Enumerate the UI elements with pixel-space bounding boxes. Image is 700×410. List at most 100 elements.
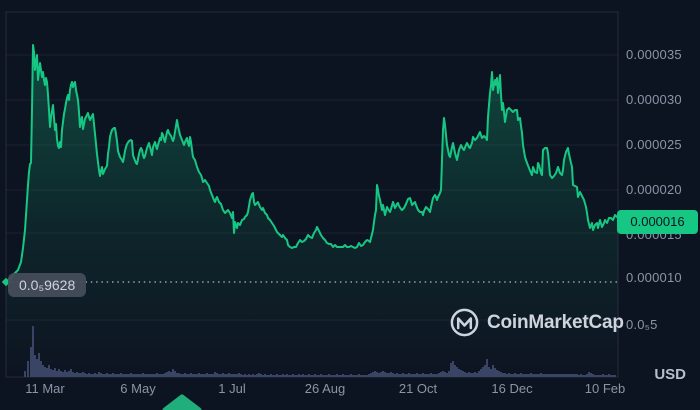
volume-bar [76,372,78,377]
volume-bar [422,373,424,377]
volume-bar [264,374,266,377]
volume-bar [64,370,66,377]
volume-bar [582,375,584,377]
volume-bar [126,374,128,377]
volume-bar [254,375,256,377]
volume-bar [524,374,526,377]
volume-bar [478,371,480,377]
volume-bar [522,374,524,377]
volume-bar [62,372,64,377]
volume-bar [182,374,184,377]
volume-bar [502,373,504,377]
volume-bar [146,374,148,377]
volume-bar [360,375,362,377]
volume-bar [366,375,368,377]
volume-bar [38,353,40,377]
volume-bar [404,374,406,377]
volume-bar [526,374,528,377]
volume-bar [570,374,572,377]
volume-bar [338,375,340,377]
volume-bar [518,374,520,377]
volume-bar [302,374,304,377]
volume-bar [164,373,166,377]
volume-bar [490,369,492,377]
volume-bar [344,375,346,377]
volume-bar [60,371,62,377]
volume-bar [216,373,218,377]
volume-bar [98,372,100,377]
volume-bar [452,361,454,377]
volume-bar [206,373,208,377]
volume-bar [472,373,474,377]
volume-bar [190,373,192,377]
volume-bar [214,372,216,377]
volume-bar [96,374,98,377]
volume-bar [546,374,548,377]
volume-bar [538,374,540,377]
volume-bar [138,374,140,377]
volume-bar [44,367,46,377]
coinmarketcap-branding[interactable]: CoinMarketCap [449,307,624,338]
volume-bar [608,374,610,377]
volume-bar [286,374,288,377]
x-axis-tick-label: 10 Feb [584,381,626,396]
volume-bar [332,375,334,377]
volume-bar [492,365,494,377]
x-axis-tick-label: 26 Aug [304,381,346,396]
volume-bar [306,375,308,377]
y-axis-tick-label: 0.0₅5 [626,317,658,332]
volume-bar [58,369,60,377]
volume-bar [576,374,578,377]
volume-bar [120,373,122,377]
volume-bar [258,373,260,377]
volume-bar [470,373,472,377]
volume-bar [514,373,516,377]
volume-bar [106,373,108,377]
volume-bar [386,373,388,377]
volume-bar [578,375,580,377]
volume-bar [160,374,162,377]
timeline-scrubber-handle[interactable] [162,394,202,410]
volume-bar [348,375,350,377]
volume-bar [124,374,126,377]
volume-bar [420,374,422,377]
current-price-badge: 0.000016 [617,210,698,234]
volume-bar [242,375,244,377]
volume-bar [240,374,242,377]
volume-bar [454,365,456,377]
volume-bar [614,375,616,377]
volume-bar [376,372,378,377]
volume-bar [132,374,134,377]
volume-bar [520,373,522,377]
volume-bar [498,371,500,377]
volume-bar [606,375,608,377]
volume-bar [162,374,164,377]
volume-bar [234,374,236,377]
volume-bar [580,374,582,377]
volume-bar [534,374,536,377]
volume-bar [194,374,196,377]
volume-bar [110,374,112,377]
volume-bar [504,373,506,377]
volume-bar [564,374,566,377]
volume-bar [272,375,274,377]
volume-bar [562,374,564,377]
volume-bar [27,361,29,377]
volume-bar [172,369,174,377]
volume-bar [556,374,558,377]
volume-bar [86,374,88,377]
volume-bar [588,372,590,377]
volume-bar [54,368,56,377]
volume-bar [204,374,206,377]
volume-bar [510,374,512,377]
volume-bar [222,373,224,377]
volume-bar [36,359,38,377]
volume-bar [250,375,252,377]
volume-bar [398,374,400,377]
volume-bar [112,373,114,377]
volume-bar [516,374,518,377]
y-axis-tick-label: 0.000025 [626,137,682,152]
y-axis-tick-label: 0.000030 [626,92,682,107]
price-area-fill [6,45,618,377]
